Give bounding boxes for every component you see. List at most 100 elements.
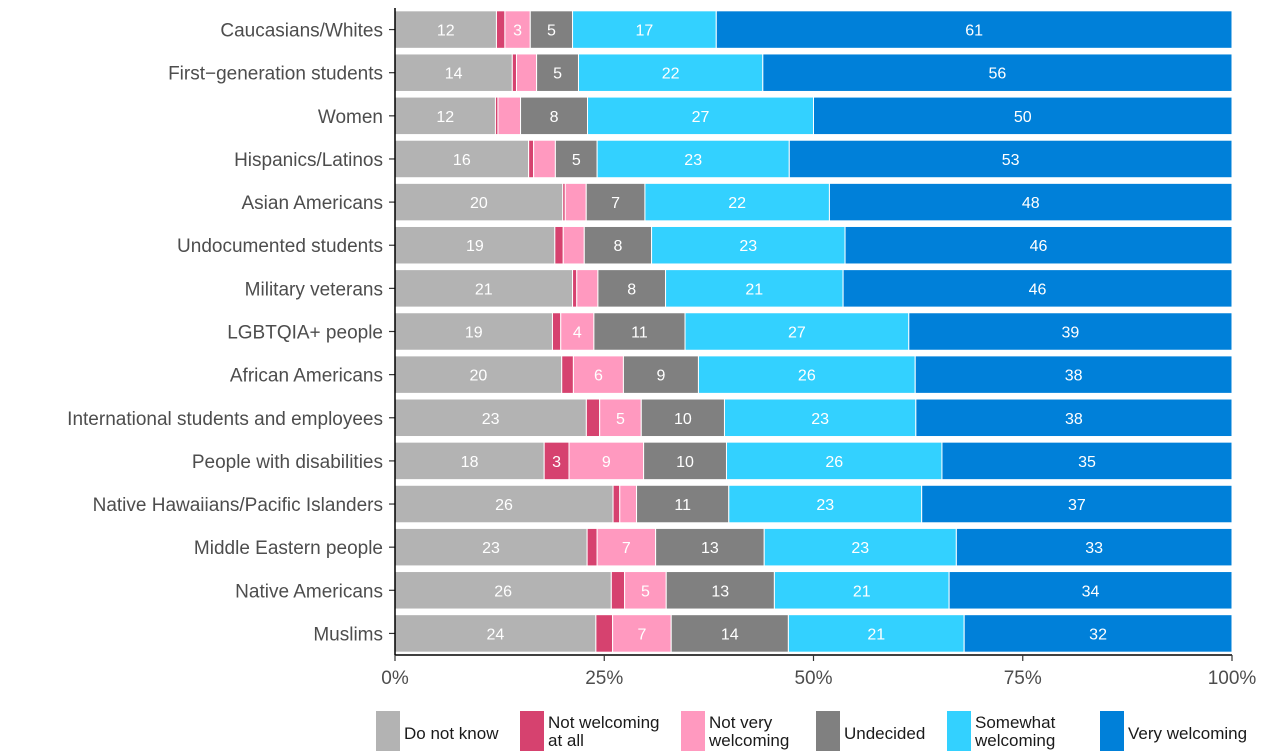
bar-segment-middle-eastern-people-somewhat-welcoming <box>763 527 957 567</box>
bar-segment-asian-americans-not-very-welcoming <box>564 182 587 222</box>
data-label: 13 <box>701 540 719 557</box>
bar-segment-lgbtqia-people-do-not-know <box>394 312 553 351</box>
data-label: 4 <box>573 325 582 342</box>
data-label: 33 <box>1085 540 1103 557</box>
bar-segment-caucasians-whites-not-welcoming-at-all <box>495 10 506 49</box>
bar-segment-first-generation-students-not-welcoming-at-all <box>511 53 517 92</box>
category-label: Muslims <box>313 624 383 645</box>
bar-segment-women-not-very-welcoming <box>497 96 522 136</box>
legend-label: Do not know <box>404 724 499 743</box>
legend-label: welcoming <box>974 731 1055 750</box>
category-label: Native Americans <box>235 581 383 602</box>
legend-label: Undecided <box>844 724 925 743</box>
category-label: Caucasians/Whites <box>220 21 383 42</box>
bar-segment-muslims-do-not-know <box>394 614 597 653</box>
category-label: Undocumented students <box>177 236 383 257</box>
data-label: 39 <box>1062 325 1080 342</box>
bar-segment-international-students-and-employees-not-very-welcoming <box>599 398 642 438</box>
bar-segment-muslims-somewhat-welcoming <box>787 614 965 653</box>
data-label: 5 <box>572 152 581 169</box>
bar-segment-hispanics-latinos-somewhat-welcoming <box>596 139 790 179</box>
bar-segment-middle-eastern-people-not-very-welcoming <box>596 527 657 567</box>
bar-segment-military-veterans-not-welcoming-at-all <box>572 269 578 308</box>
data-label: 13 <box>711 583 729 600</box>
data-label: 38 <box>1065 411 1083 428</box>
data-label: 5 <box>553 66 562 83</box>
legend-label: Very welcoming <box>1128 724 1247 743</box>
category-label: People with disabilities <box>192 452 383 473</box>
data-label: 16 <box>453 152 471 169</box>
bar-segment-native-americans-very-welcoming <box>948 571 1233 610</box>
bar-segment-lgbtqia-people-somewhat-welcoming <box>684 312 910 351</box>
data-label: 23 <box>482 411 500 428</box>
legend-label: welcoming <box>708 731 789 750</box>
bar-segment-muslims-not-welcoming-at-all <box>595 614 614 653</box>
data-label: 10 <box>674 411 692 428</box>
category-label: First−generation students <box>168 64 383 85</box>
bar-segment-women-very-welcoming <box>813 96 1233 136</box>
data-label: 12 <box>436 109 454 126</box>
category-label: Asian Americans <box>241 193 383 214</box>
bar-segment-middle-eastern-people-do-not-know <box>394 527 588 567</box>
bar-segment-hispanics-latinos-very-welcoming <box>788 139 1233 179</box>
bar-segment-middle-eastern-people-undecided <box>655 527 765 567</box>
data-label: 22 <box>662 66 680 83</box>
bar-segment-hispanics-latinos-not-welcoming-at-all <box>528 139 535 179</box>
data-label: 34 <box>1082 583 1100 600</box>
data-label: 14 <box>445 66 463 83</box>
data-label: 23 <box>851 540 869 557</box>
data-label: 26 <box>494 583 512 600</box>
data-label: 53 <box>1002 152 1020 169</box>
bar-segment-native-hawaiians-pacific-islanders-very-welcoming <box>921 484 1233 524</box>
bar-segment-people-with-disabilities-do-not-know <box>394 441 545 481</box>
bar-segment-muslims-very-welcoming <box>963 614 1233 653</box>
bar-segment-first-generation-students-do-not-know <box>394 53 513 92</box>
data-label: 9 <box>602 454 611 471</box>
data-label: 17 <box>636 23 654 40</box>
data-label: 7 <box>622 540 631 557</box>
bar-segment-african-americans-not-welcoming-at-all <box>561 355 574 394</box>
bar-segment-african-americans-do-not-know <box>394 355 563 394</box>
data-label: 56 <box>989 66 1007 83</box>
bar-segment-native-hawaiians-pacific-islanders-not-welcoming-at-all <box>612 484 621 524</box>
data-label: 21 <box>867 626 885 643</box>
data-label: 11 <box>631 325 648 342</box>
data-label: 22 <box>728 195 746 212</box>
bar-segment-native-hawaiians-pacific-islanders-undecided <box>636 484 730 524</box>
bar-segment-first-generation-students-not-very-welcoming <box>515 53 538 92</box>
bar-segment-international-students-and-employees-somewhat-welcoming <box>723 398 917 438</box>
bar-segment-asian-americans-do-not-know <box>394 182 564 222</box>
data-label: 12 <box>437 23 455 40</box>
x-tick-label: 100% <box>1208 668 1257 689</box>
legend-swatch-somewhat-welcoming <box>947 711 971 751</box>
bar-segment-undocumented-students-somewhat-welcoming <box>651 225 846 265</box>
data-label: 48 <box>1022 195 1040 212</box>
bar-segment-military-veterans-somewhat-welcoming <box>665 269 844 308</box>
data-label: 3 <box>513 23 522 40</box>
data-label: 11 <box>674 497 691 514</box>
category-label: International students and employees <box>67 409 383 430</box>
category-label: Women <box>318 107 383 128</box>
data-label: 21 <box>745 281 763 298</box>
bar-segment-native-hawaiians-pacific-islanders-somewhat-welcoming <box>728 484 923 524</box>
category-label: Native Hawaiians/Pacific Islanders <box>93 495 383 516</box>
bar-segment-international-students-and-employees-very-welcoming <box>915 398 1233 438</box>
data-label: 32 <box>1089 626 1107 643</box>
data-label: 8 <box>627 281 636 298</box>
data-label: 50 <box>1014 109 1032 126</box>
bar-segment-hispanics-latinos-not-very-welcoming <box>533 139 556 179</box>
data-label: 37 <box>1068 497 1086 514</box>
data-label: 5 <box>616 411 625 428</box>
bar-segment-asian-americans-very-welcoming <box>828 182 1233 222</box>
data-label: 24 <box>487 626 505 643</box>
bar-segment-undocumented-students-not-very-welcoming <box>562 225 585 265</box>
data-label: 23 <box>739 238 757 255</box>
data-label: 27 <box>788 325 806 342</box>
data-label: 14 <box>721 626 739 643</box>
data-label: 21 <box>475 281 493 298</box>
bar-segment-international-students-and-employees-undecided <box>640 398 725 438</box>
bar-segment-lgbtqia-people-not-very-welcoming <box>560 312 595 351</box>
data-label: 5 <box>547 23 556 40</box>
legend-swatch-undecided <box>816 711 840 751</box>
